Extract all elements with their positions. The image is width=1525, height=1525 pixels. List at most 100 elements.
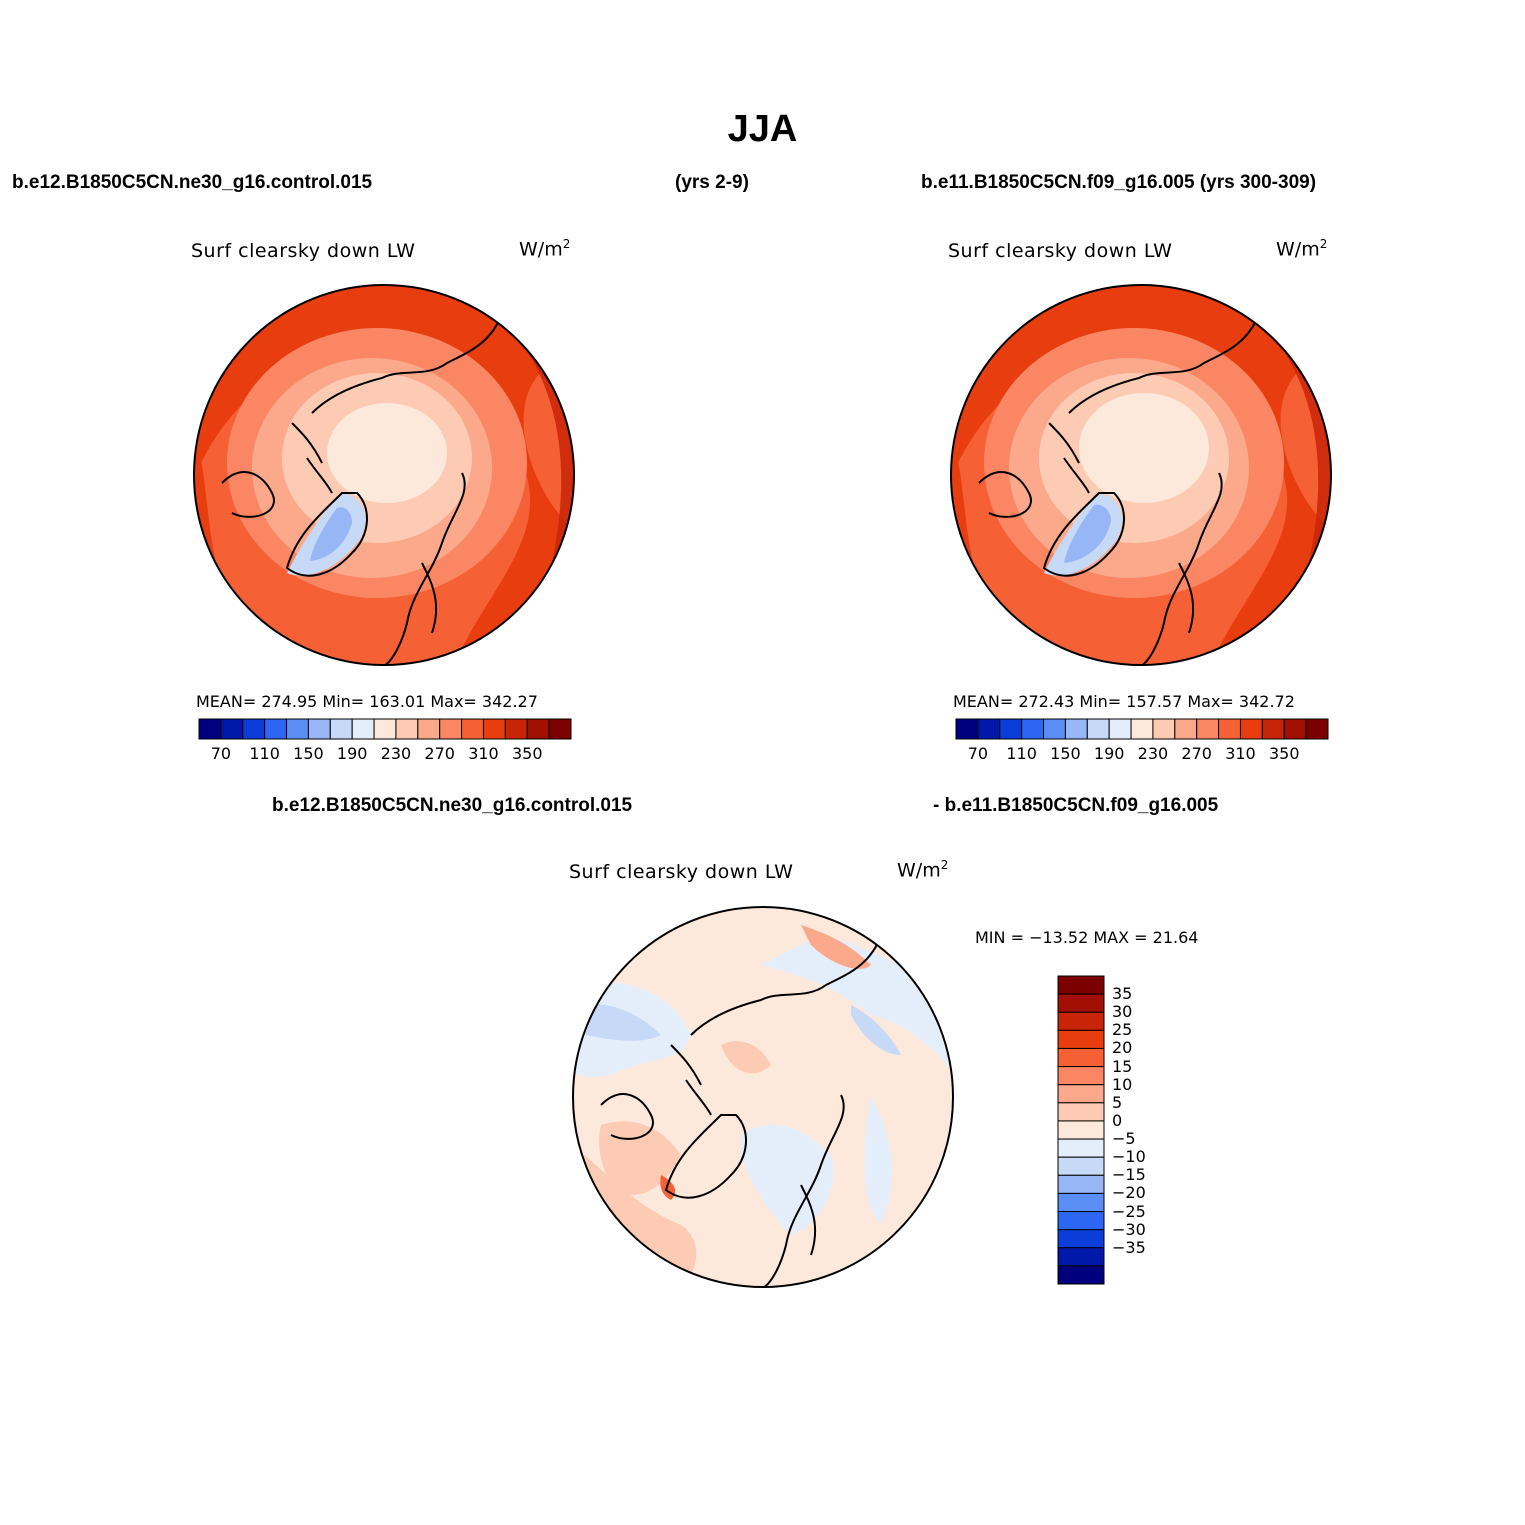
difference-colorbar-tick-label: −15 [1112, 1165, 1146, 1185]
top-left-units: W/m2 [519, 237, 571, 261]
top-left-colorbar-ticks: 70 110 150 190 230 270 310 350 [199, 744, 571, 764]
top-right-colorbar-tick-label: 70 [967, 744, 989, 763]
top-right-colorbar-box [1108, 718, 1132, 740]
difference-stats: MIN = −13.52 MAX = 21.64 [975, 928, 1199, 947]
difference-colorbar-tick-label: 25 [1112, 1020, 1133, 1040]
top-left-colorbar-box [439, 718, 463, 740]
top-right-colorbar-tick-label: 270 [1181, 744, 1212, 763]
top-right-colorbar-box [1152, 718, 1176, 740]
top-right-colorbar-box [1283, 718, 1307, 740]
difference-colorbar-tick-label: 5 [1112, 1092, 1123, 1112]
difference-colorbar [1057, 975, 1105, 1285]
top-right-colorbar-box [1086, 718, 1110, 740]
top-left-colorbar-tick-label: 230 [380, 744, 412, 763]
top-right-colorbar-tick-label: 150 [1050, 744, 1081, 763]
difference-colorbar-box [1057, 975, 1105, 995]
difference-colorbar-box [1057, 1029, 1105, 1049]
difference-colorbar-tick-label: 0 [1112, 1110, 1123, 1130]
top-left-colorbar-box [504, 718, 528, 740]
difference-colorbar-tick-label: −30 [1112, 1219, 1146, 1239]
top-right-colorbar-box [1021, 718, 1045, 740]
top-left-colorbar-tick-label: 70 [210, 744, 232, 763]
figure-title: JJA [727, 108, 798, 150]
top-right-colorbar-tick-label: 190 [1093, 744, 1125, 763]
top-left-colorbar-box [395, 718, 419, 740]
difference-colorbar-box [1057, 1211, 1105, 1231]
top-left-colorbar-box [307, 718, 331, 740]
difference-colorbar-box [1057, 1229, 1105, 1249]
top-left-years-label: (yrs 2-9) [675, 172, 749, 193]
top-left-colorbar-box [242, 718, 266, 740]
top-left-colorbar-box [220, 718, 244, 740]
difference-colorbar-tick-label: −20 [1112, 1183, 1146, 1203]
top-right-colorbar-box [1130, 718, 1154, 740]
top-left-colorbar-box [286, 718, 309, 740]
top-right-colorbar-box [1196, 718, 1220, 740]
difference-colorbar-tick-label: −5 [1112, 1129, 1136, 1149]
difference-colorbar-box [1057, 1138, 1105, 1158]
difference-colorbar-box [1057, 1120, 1105, 1140]
top-left-colorbar-box [548, 718, 572, 740]
difference-colorbar-tick-label: 10 [1112, 1074, 1133, 1094]
difference-case-b-label: - b.e11.B1850C5CN.f09_g16.005 [933, 795, 1219, 816]
difference-colorbar-box [1057, 1066, 1105, 1086]
top-right-colorbar-box [955, 718, 979, 740]
difference-colorbar-box [1057, 1192, 1105, 1213]
top-right-stats: MEAN= 272.43 Min= 157.57 Max= 342.72 [953, 692, 1295, 711]
difference-colorbar-tick-label: 20 [1112, 1038, 1133, 1058]
difference-polar-map [572, 906, 954, 1288]
top-right-colorbar-tick-label: 230 [1137, 744, 1169, 763]
difference-colorbar-ticks: 35 30 25 20 15 10 5 0 −5 −10 −15 −20 −25 −30 −35 [1112, 976, 1172, 1284]
top-right-polar-map [950, 284, 1332, 666]
top-right-colorbar [955, 718, 1329, 740]
top-right-colorbar-box [1261, 718, 1285, 740]
top-right-colorbar-box [1043, 718, 1066, 740]
top-left-colorbar-box [482, 718, 506, 740]
top-left-colorbar-box [417, 718, 441, 740]
top-right-colorbar-box [999, 718, 1023, 740]
difference-colorbar-box [1057, 1011, 1105, 1031]
difference-colorbar-box [1057, 1047, 1105, 1068]
difference-colorbar-tick-label: 30 [1112, 1002, 1133, 1022]
difference-colorbar-box [1057, 1174, 1105, 1194]
top-left-colorbar-tick-label: 110 [249, 744, 280, 763]
top-left-colorbar-tick-label: 150 [293, 744, 324, 763]
top-left-colorbar [198, 718, 572, 740]
difference-colorbar-tick-label: 15 [1112, 1056, 1133, 1076]
difference-colorbar-tick-label: 35 [1112, 984, 1133, 1004]
top-left-colorbar-tick-label: 270 [424, 744, 455, 763]
top-left-colorbar-box [461, 718, 484, 740]
top-left-colorbar-box [373, 718, 397, 740]
difference-colorbar-box [1057, 1247, 1105, 1267]
top-right-units: W/m2 [1276, 237, 1328, 261]
difference-colorbar-box [1057, 1084, 1105, 1104]
difference-colorbar-tick-label: −25 [1112, 1201, 1146, 1221]
top-right-colorbar-box [1174, 718, 1198, 740]
top-left-colorbar-box [198, 718, 222, 740]
top-right-field-title: Surf clearsky down LW [948, 240, 1173, 262]
top-left-stats: MEAN= 274.95 Min= 163.01 Max= 342.27 [196, 692, 538, 711]
top-right-colorbar-box [1218, 718, 1241, 740]
top-left-colorbar-tick-label: 190 [336, 744, 368, 763]
top-right-colorbar-tick-label: 350 [1268, 744, 1300, 763]
difference-field-title: Surf clearsky down LW [569, 861, 794, 883]
top-right-colorbar-box [977, 718, 1001, 740]
top-right-colorbar-box [1305, 718, 1329, 740]
top-left-polar-map [193, 284, 575, 666]
top-left-colorbar-box [526, 718, 550, 740]
top-right-case-label: b.e11.B1850C5CN.f09_g16.005 (yrs 300-309… [921, 172, 1317, 193]
difference-colorbar-tick-label: −35 [1112, 1237, 1146, 1257]
top-right-colorbar-box [1239, 718, 1263, 740]
top-right-colorbar-tick-label: 110 [1006, 744, 1037, 763]
difference-colorbar-box [1057, 993, 1105, 1013]
top-left-colorbar-box [329, 718, 353, 740]
top-left-colorbar-box [351, 718, 375, 740]
top-left-case-label: b.e12.B1850C5CN.ne30_g16.control.015 [12, 172, 373, 193]
top-left-colorbar-box [264, 718, 288, 740]
difference-colorbar-box [1057, 1156, 1105, 1176]
top-left-colorbar-tick-label: 310 [468, 744, 499, 763]
difference-colorbar-tick-label: −10 [1112, 1147, 1146, 1167]
top-left-colorbar-tick-label: 350 [511, 744, 543, 763]
top-left-field-title: Surf clearsky down LW [191, 240, 416, 262]
top-right-colorbar-box [1064, 718, 1088, 740]
